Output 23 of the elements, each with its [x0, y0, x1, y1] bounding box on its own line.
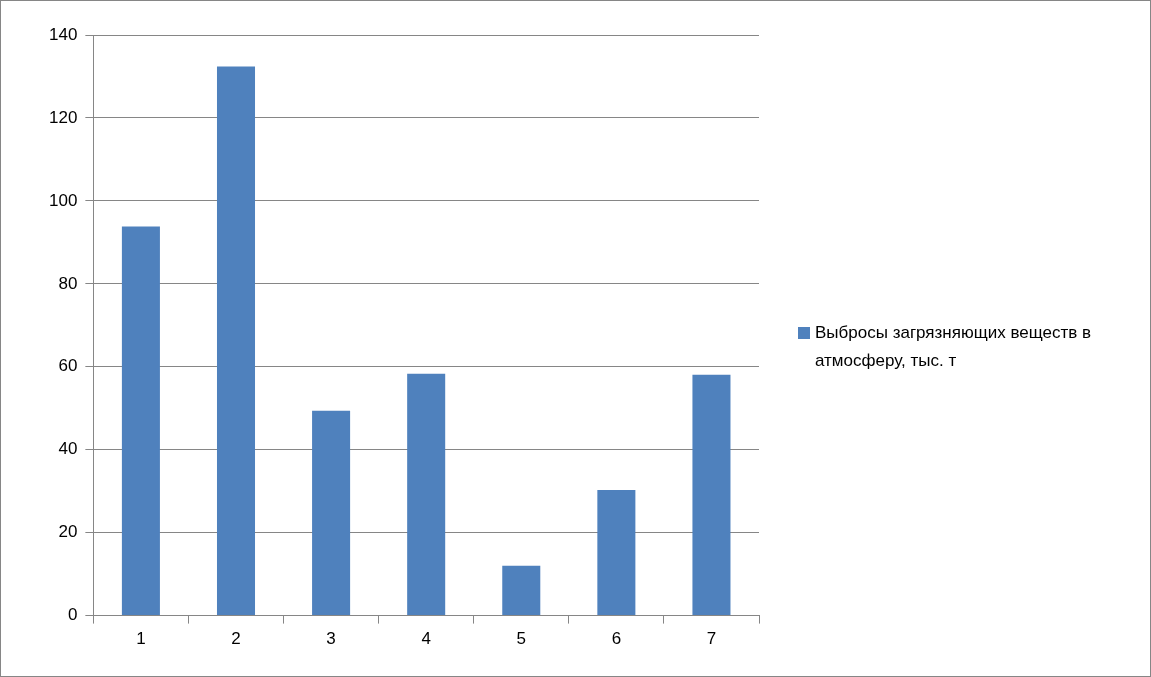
y-tick-label: 60: [58, 356, 78, 376]
y-tick-label: 40: [58, 439, 78, 459]
y-tick-label: 0: [67, 605, 78, 625]
y-tick-label: 80: [58, 273, 78, 293]
y-tick-label: 100: [48, 190, 78, 210]
y-tick-label: 20: [58, 522, 78, 542]
x-tick-label: 7: [706, 629, 717, 649]
bar: [216, 66, 256, 616]
y-tick-label: 120: [48, 107, 78, 127]
bar: [597, 489, 636, 616]
y-tick-label: 140: [48, 24, 78, 44]
x-tick-label: 2: [231, 629, 241, 649]
x-tick-label: 4: [421, 629, 431, 649]
x-tick-label: 6: [611, 629, 622, 649]
bar: [692, 374, 731, 616]
bar: [407, 373, 446, 616]
legend-label: Выбросы загрязняющих веществ в атмосферу, тыс. т: [815, 322, 1093, 372]
x-tick-label: 1: [136, 629, 146, 649]
bar: [312, 410, 351, 616]
bar: [502, 565, 541, 616]
bar: [121, 226, 160, 616]
x-tick-label: 3: [326, 629, 336, 649]
x-tick-label: 5: [516, 629, 527, 649]
